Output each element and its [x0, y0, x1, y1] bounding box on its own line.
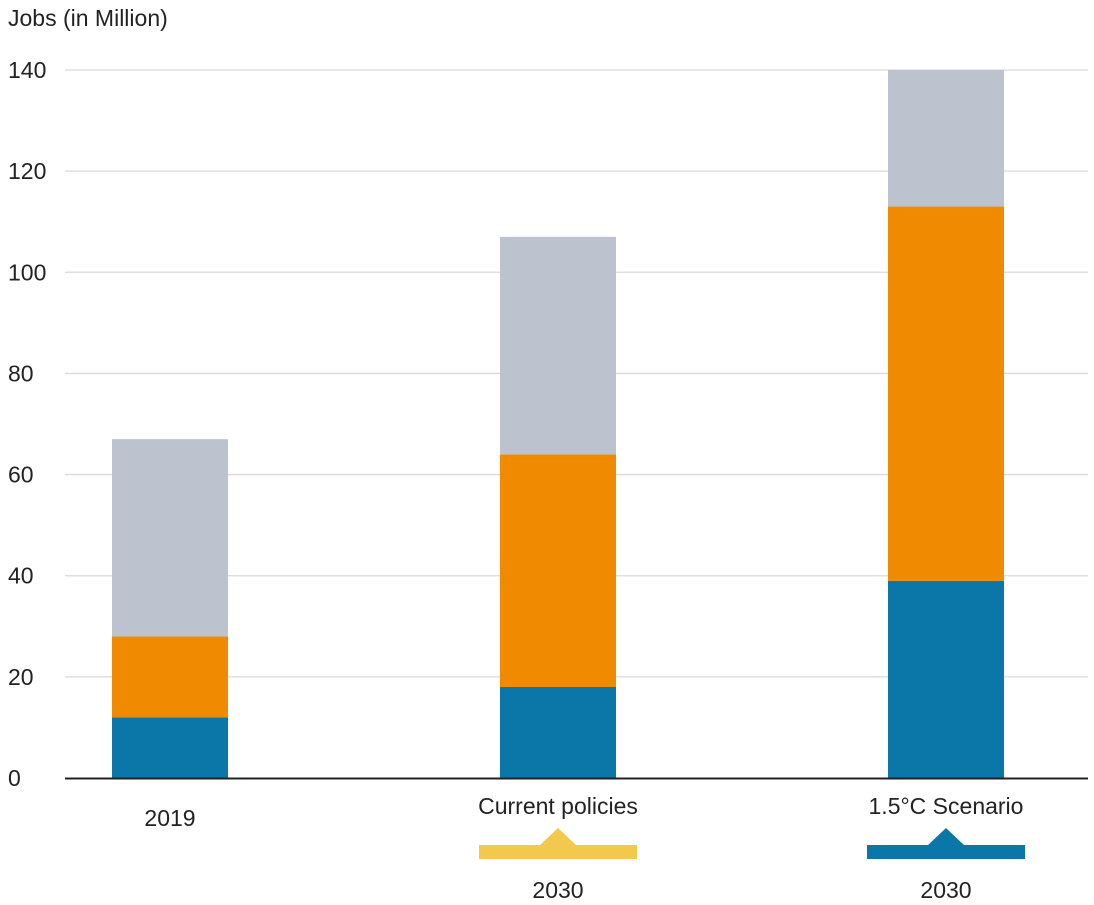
scenario-marker — [867, 828, 1025, 859]
bar-segment — [888, 580, 1004, 778]
category-label: 1.5°C Scenario — [869, 793, 1024, 819]
y-axis-ticks: 0 20 40 60 80 100 120 140 — [8, 57, 46, 791]
y-tick-label: 120 — [8, 158, 46, 184]
category-label: Current policies — [478, 793, 638, 819]
y-tick-label: 140 — [8, 57, 46, 83]
bar-segment — [888, 70, 1004, 207]
bar-segment — [500, 686, 616, 778]
scenario-marker — [479, 828, 637, 859]
category-label: 2019 — [144, 805, 195, 831]
y-axis-label: Jobs (in Million) — [8, 5, 168, 31]
y-tick-label: 80 — [8, 360, 34, 386]
group-label: 2030 — [532, 877, 583, 903]
category-labels: 2019 Current policies 1.5°C Scenario — [144, 793, 1023, 831]
group-labels: 2030 2030 — [479, 828, 1025, 903]
bar-segment — [500, 454, 616, 687]
bar-segment — [112, 717, 228, 778]
y-tick-label: 40 — [8, 563, 34, 589]
bars — [112, 70, 1004, 778]
y-tick-label: 100 — [8, 259, 46, 285]
group-label: 2030 — [920, 877, 971, 903]
y-tick-label: 0 — [8, 765, 21, 791]
y-tick-label: 20 — [8, 664, 34, 690]
bar-segment — [112, 439, 228, 637]
y-tick-label: 60 — [8, 462, 34, 488]
bar-segment — [112, 636, 228, 718]
bar-segment — [500, 236, 616, 455]
bar-segment — [888, 206, 1004, 581]
